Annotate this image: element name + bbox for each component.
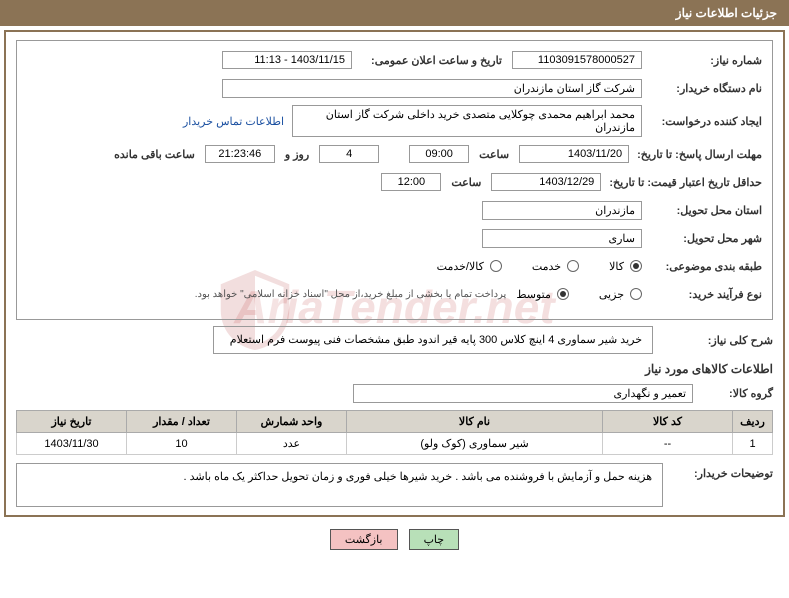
requester-label: ایجاد کننده درخواست: <box>642 115 762 128</box>
requester-value: محمد ابراهیم محمدی چوکلایی متصدی خرید دا… <box>292 105 642 137</box>
buyer-contact-link[interactable]: اطلاعات تماس خریدار <box>183 115 292 128</box>
city-label: شهر محل تحویل: <box>642 232 762 245</box>
need-number-label: شماره نیاز: <box>642 54 762 67</box>
table-row: 1--شیر سماوری (کوک ولو)عدد101403/11/30 <box>17 433 773 455</box>
hour-label-1: ساعت <box>469 148 519 161</box>
validity-label: حداقل تاریخ اعتبار قیمت: تا تاریخ: <box>601 176 762 189</box>
radio-medium-label: متوسط <box>516 288 551 301</box>
table-header: تاریخ نیاز <box>17 411 127 433</box>
radio-both-label: کالا/خدمت <box>437 260 484 273</box>
row-buyer-org: نام دستگاه خریدار: شرکت گاز استان مازندر… <box>27 77 762 99</box>
info-panel: شماره نیاز: 1103091578000527 تاریخ و ساع… <box>16 40 773 320</box>
process-radio-group: جزیی متوسط <box>516 288 642 301</box>
process-note: پرداخت تمام یا بخشی از مبلغ خرید،از محل … <box>195 289 517 300</box>
row-group: گروه کالا: تعمیر و نگهداری <box>16 382 773 404</box>
row-requester: ایجاد کننده درخواست: محمد ابراهیم محمدی … <box>27 105 762 137</box>
deadline-date: 1403/11/20 <box>519 145 629 163</box>
group-value: تعمیر و نگهداری <box>353 384 693 403</box>
radio-service-label: خدمت <box>532 260 561 273</box>
deadline-label: مهلت ارسال پاسخ: تا تاریخ: <box>629 148 762 161</box>
buyer-notes-row: توضیحات خریدار: هزینه حمل و آزمایش با فر… <box>16 463 773 507</box>
panel-header: جزئیات اطلاعات نیاز <box>0 0 789 26</box>
table-header: کد کالا <box>603 411 733 433</box>
row-validity: حداقل تاریخ اعتبار قیمت: تا تاریخ: 1403/… <box>27 171 762 193</box>
print-button[interactable]: چاپ <box>409 529 460 550</box>
row-deadline: مهلت ارسال پاسخ: تا تاریخ: 1403/11/20 سا… <box>27 143 762 165</box>
table-cell: 1 <box>733 433 773 455</box>
buyer-notes-label: توضیحات خریدار: <box>673 463 773 480</box>
table-header: تعداد / مقدار <box>127 411 237 433</box>
description-label: شرح کلی نیاز: <box>653 334 773 347</box>
table-header: واحد شمارش <box>237 411 347 433</box>
main-panel: شماره نیاز: 1103091578000527 تاریخ و ساع… <box>4 30 785 517</box>
hour-label-2: ساعت <box>441 176 491 189</box>
table-cell: عدد <box>237 433 347 455</box>
category-radio-group: کالا خدمت کالا/خدمت <box>437 260 642 273</box>
row-process: نوع فرآیند خرید: جزیی متوسط پرداخت تمام … <box>27 283 762 305</box>
row-city: شهر محل تحویل: ساری <box>27 227 762 249</box>
row-need-number: شماره نیاز: 1103091578000527 تاریخ و ساع… <box>27 49 762 71</box>
days-remaining: 4 <box>319 145 379 163</box>
remain-label: ساعت باقی مانده <box>104 148 205 161</box>
deadline-time: 09:00 <box>409 145 469 163</box>
goods-table: ردیفکد کالانام کالاواحد شمارشتعداد / مقد… <box>16 410 773 455</box>
validity-date: 1403/12/29 <box>491 173 601 191</box>
province-label: استان محل تحویل: <box>642 204 762 217</box>
description-box: خرید شیر سماوری 4 اینچ کلاس 300 پایه قیر… <box>213 326 653 354</box>
table-header: نام کالا <box>347 411 603 433</box>
table-header: ردیف <box>733 411 773 433</box>
province-value: مازندران <box>482 201 642 220</box>
buyer-org-value: شرکت گاز استان مازندران <box>222 79 642 98</box>
buyer-notes-box: هزینه حمل و آزمایش با فروشنده می باشد . … <box>16 463 663 507</box>
days-label: روز و <box>275 148 319 161</box>
row-province: استان محل تحویل: مازندران <box>27 199 762 221</box>
city-value: ساری <box>482 229 642 248</box>
page: AriaTender.net جزئیات اطلاعات نیاز شماره… <box>0 0 789 598</box>
process-label: نوع فرآیند خرید: <box>642 288 762 301</box>
category-label: طبقه بندی موضوعی: <box>642 260 762 273</box>
group-label: گروه کالا: <box>693 387 773 400</box>
back-button[interactable]: بازگشت <box>330 529 398 550</box>
radio-partial-label: جزیی <box>599 288 624 301</box>
radio-goods[interactable] <box>630 260 642 272</box>
radio-service[interactable] <box>567 260 579 272</box>
time-remaining: 21:23:46 <box>205 145 275 163</box>
radio-medium[interactable] <box>557 288 569 300</box>
goods-section-title: اطلاعات کالاهای مورد نیاز <box>16 362 773 376</box>
row-category: طبقه بندی موضوعی: کالا خدمت کالا/خدمت <box>27 255 762 277</box>
button-row: چاپ بازگشت <box>0 521 789 554</box>
row-description: شرح کلی نیاز: خرید شیر سماوری 4 اینچ کلا… <box>16 326 773 354</box>
table-cell: 1403/11/30 <box>17 433 127 455</box>
table-cell: شیر سماوری (کوک ولو) <box>347 433 603 455</box>
need-number-value: 1103091578000527 <box>512 51 642 69</box>
buyer-org-label: نام دستگاه خریدار: <box>642 82 762 95</box>
radio-goods-label: کالا <box>609 260 624 273</box>
table-cell: -- <box>603 433 733 455</box>
radio-both[interactable] <box>490 260 502 272</box>
announce-label: تاریخ و ساعت اعلان عمومی: <box>352 54 512 67</box>
table-cell: 10 <box>127 433 237 455</box>
validity-time: 12:00 <box>381 173 441 191</box>
radio-partial[interactable] <box>630 288 642 300</box>
announce-value: 1403/11/15 - 11:13 <box>222 51 352 69</box>
